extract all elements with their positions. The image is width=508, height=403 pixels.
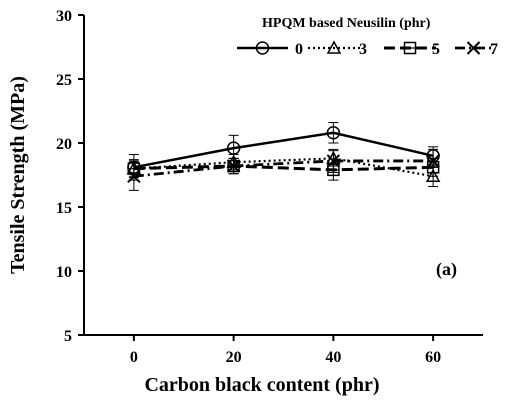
legend-item-0: 0 — [237, 41, 303, 58]
legend-title: HPQM based Neusilin (phr) — [262, 16, 431, 31]
y-tick-label: 15 — [56, 200, 72, 217]
data-point-7 — [226, 159, 241, 173]
series-line-0 — [133, 131, 434, 169]
legend-item-3: 3 — [308, 40, 367, 58]
data-point-0 — [326, 126, 341, 140]
series-7 — [127, 148, 440, 191]
data-point-7 — [127, 169, 141, 183]
x-axis-title: Carbon black content (phr) — [144, 374, 379, 396]
series-line-5 — [133, 164, 434, 172]
series-5 — [127, 157, 440, 181]
legend-label-3: 3 — [359, 41, 367, 58]
legend-marker-5 — [403, 41, 417, 55]
x-tick-label: 20 — [226, 349, 242, 366]
data-point-7 — [426, 154, 440, 168]
panel-label: (a) — [436, 259, 457, 280]
y-tick-label: 10 — [56, 264, 72, 281]
legend-label-0: 0 — [295, 41, 303, 58]
y-tick-label: 5 — [64, 328, 72, 345]
y-tick-label: 20 — [56, 136, 72, 153]
legend-marker-7 — [466, 41, 481, 55]
y-axis-title: Tensile Strength (MPa) — [7, 76, 29, 274]
y-tick-label: 30 — [56, 8, 72, 25]
legend: HPQM based Neusilin (phr) 0 3 5 7 — [237, 16, 498, 58]
legend-item-7: 7 — [455, 41, 498, 58]
x-tick-label: 0 — [130, 349, 138, 366]
legend-label-7: 7 — [490, 41, 498, 58]
legend-label-5: 5 — [432, 41, 440, 58]
x-tick-label: 60 — [425, 349, 441, 366]
legend-item-5: 5 — [384, 41, 440, 58]
x-tick-label: 40 — [325, 349, 341, 366]
series-layer — [126, 122, 441, 191]
legend-marker-3 — [326, 40, 342, 54]
y-tick-label: 25 — [56, 72, 72, 89]
data-point-7 — [326, 154, 341, 168]
legend-marker-0 — [255, 41, 270, 55]
